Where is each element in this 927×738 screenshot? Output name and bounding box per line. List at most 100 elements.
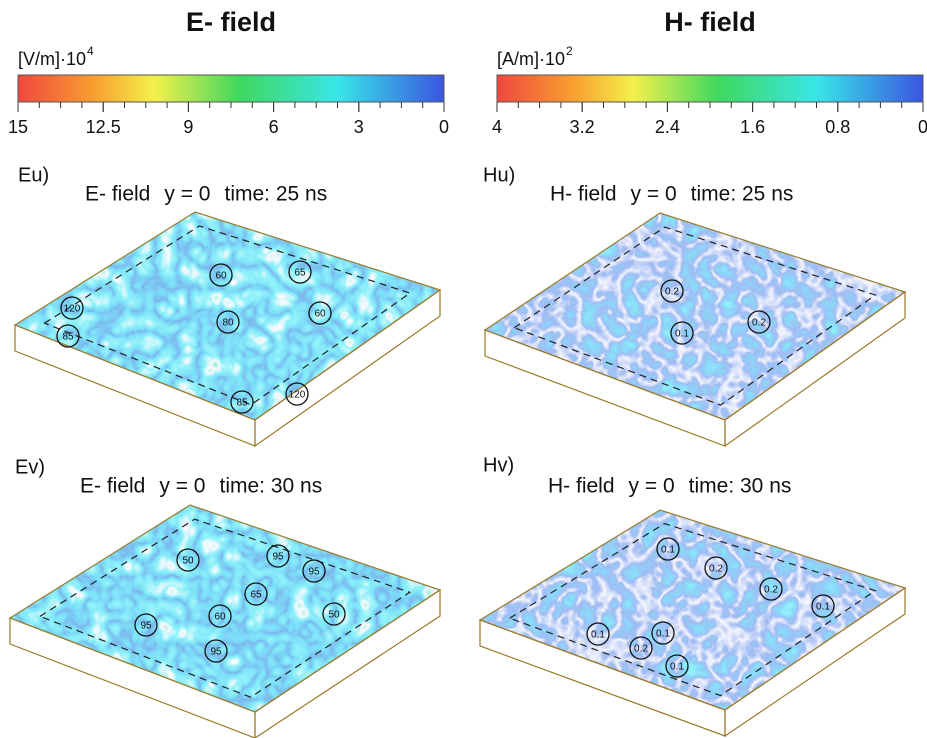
annotation-label: 120 bbox=[289, 390, 306, 401]
colorbar-tick-label: 3 bbox=[354, 117, 364, 137]
annotation-label: 95 bbox=[140, 621, 152, 632]
annotation-circle bbox=[244, 582, 268, 606]
annotation-circle bbox=[811, 594, 835, 618]
annotation-circle bbox=[204, 639, 228, 663]
annotation-label: 60 bbox=[214, 612, 226, 623]
field-panel: Hu) H- field y = 0 time: 25 ns 0.2 0.1 0.2 bbox=[483, 164, 907, 448]
panel-title-time: time: 30 ns bbox=[219, 475, 322, 498]
annotation-circle bbox=[176, 548, 200, 572]
dashed-outline bbox=[512, 226, 877, 406]
field-map bbox=[10, 505, 440, 712]
dashed-outline bbox=[43, 225, 412, 406]
panel-label: Hu) bbox=[483, 164, 515, 186]
annotation-circle bbox=[56, 324, 80, 348]
dashed-outline bbox=[38, 518, 412, 698]
annotation-circle bbox=[670, 321, 694, 345]
field-texture bbox=[485, 213, 905, 420]
annotation-label: 0.1 bbox=[661, 545, 675, 556]
annotation-circle bbox=[586, 622, 610, 646]
panel-title-time: time: 30 ns bbox=[689, 475, 792, 498]
colorbar-tick-label: 2.4 bbox=[655, 117, 680, 137]
annotation-label: 95 bbox=[308, 567, 320, 578]
annotation-circle bbox=[665, 654, 689, 678]
colorbar bbox=[496, 74, 924, 103]
annotation-label: 60 bbox=[215, 271, 227, 282]
annotation-label: 0.1 bbox=[591, 630, 605, 641]
annotation-label: 85 bbox=[62, 332, 74, 343]
annotation-circle bbox=[266, 544, 290, 568]
slab-top bbox=[483, 212, 907, 421]
colorbar-tick-label: 9 bbox=[183, 117, 193, 137]
panel-title-plane: y = 0 bbox=[631, 183, 677, 206]
annotation-label: 85 bbox=[236, 398, 248, 409]
annotation-circle bbox=[285, 382, 309, 406]
annotation-label: 65 bbox=[294, 268, 306, 279]
slab-top bbox=[478, 509, 907, 711]
colorbar-unit-exponent: 4 bbox=[87, 44, 94, 58]
colorbar-tick-label: 1.6 bbox=[740, 117, 765, 137]
colorbar-tick-label: 12.5 bbox=[86, 117, 121, 137]
colorbar-title: H- field bbox=[664, 7, 756, 37]
annotation-label: 0.2 bbox=[752, 318, 766, 329]
field-texture bbox=[480, 510, 905, 710]
annotation-label: 0.2 bbox=[634, 644, 648, 655]
annotation-circle bbox=[288, 260, 312, 284]
colorbar-unit: [A/m]·10 bbox=[497, 49, 565, 69]
panel-title-time: time: 25 ns bbox=[691, 183, 794, 206]
annotation-label: 50 bbox=[328, 610, 340, 621]
annotation-circle bbox=[656, 537, 680, 561]
annotation-label: 0.1 bbox=[656, 629, 670, 640]
annotation-circle bbox=[134, 613, 158, 637]
annotation-label: 60 bbox=[314, 309, 326, 320]
panel-title-field: H- field bbox=[548, 475, 615, 498]
field-panel: Ev) E- field y = 0 time: 30 ns 50 95 95 65 60 50 9… bbox=[8, 456, 442, 738]
panel-title-plane: y = 0 bbox=[629, 475, 675, 498]
annotation-circle bbox=[651, 621, 675, 645]
annotation-circle bbox=[302, 559, 326, 583]
panel-title-field: H- field bbox=[550, 183, 617, 206]
colorbar-title: E- field bbox=[186, 7, 276, 37]
colorbar-unit: [V/m]·10 bbox=[18, 49, 86, 69]
annotation-label: 95 bbox=[272, 552, 284, 563]
annotation-circle bbox=[208, 604, 232, 628]
annotation-circle bbox=[747, 310, 771, 334]
annotation-circle bbox=[759, 577, 783, 601]
panel-title-field: E- field bbox=[80, 475, 145, 498]
colorbar bbox=[17, 74, 445, 103]
annotation-label: 95 bbox=[210, 647, 222, 658]
colorbar-tick-label: 0 bbox=[918, 117, 927, 137]
annotation-circle bbox=[209, 263, 233, 287]
field-panel: Hv) H- field y = 0 time: 30 ns 0.1 0.2 0.2 0.1 0… bbox=[478, 454, 907, 738]
annotation-label: 65 bbox=[250, 590, 262, 601]
annotation-circle bbox=[216, 310, 240, 334]
annotation-circle bbox=[230, 390, 254, 414]
annotation-label: 0.2 bbox=[665, 287, 679, 298]
annotation-circle bbox=[322, 602, 346, 626]
field-panel: Eu) E- field y = 0 time: 25 ns 60 65 120 60 80 85… bbox=[13, 164, 442, 448]
annotation-circle bbox=[308, 301, 332, 325]
colorbar-tick-label: 3.2 bbox=[570, 117, 595, 137]
slab-top bbox=[8, 504, 442, 713]
panel-label: Ev) bbox=[15, 456, 45, 478]
panel-title-time: time: 25 ns bbox=[224, 183, 327, 206]
field-map bbox=[485, 213, 905, 420]
colorbar-tick-label: 4 bbox=[492, 117, 502, 137]
annotation-label: 0.2 bbox=[764, 585, 778, 596]
field-map bbox=[480, 510, 905, 710]
colorbar-tick-label: 0 bbox=[439, 117, 449, 137]
annotation-label: 0.1 bbox=[816, 602, 830, 613]
dashed-outline bbox=[508, 522, 877, 697]
panel-title-field: E- field bbox=[85, 183, 150, 206]
annotation-label: 50 bbox=[182, 556, 194, 567]
colorbar-tick-label: 6 bbox=[269, 117, 279, 137]
colorbar-tick-label: 0.8 bbox=[825, 117, 850, 137]
annotation-label: 0.1 bbox=[670, 662, 684, 673]
panel-label: Hv) bbox=[483, 454, 514, 476]
annotation-label: 0.1 bbox=[675, 329, 689, 340]
field-texture bbox=[10, 505, 440, 712]
panel-title-plane: y = 0 bbox=[159, 475, 205, 498]
annotation-circle bbox=[660, 279, 684, 303]
panel-label: Eu) bbox=[18, 164, 49, 186]
annotation-label: 120 bbox=[64, 304, 81, 315]
